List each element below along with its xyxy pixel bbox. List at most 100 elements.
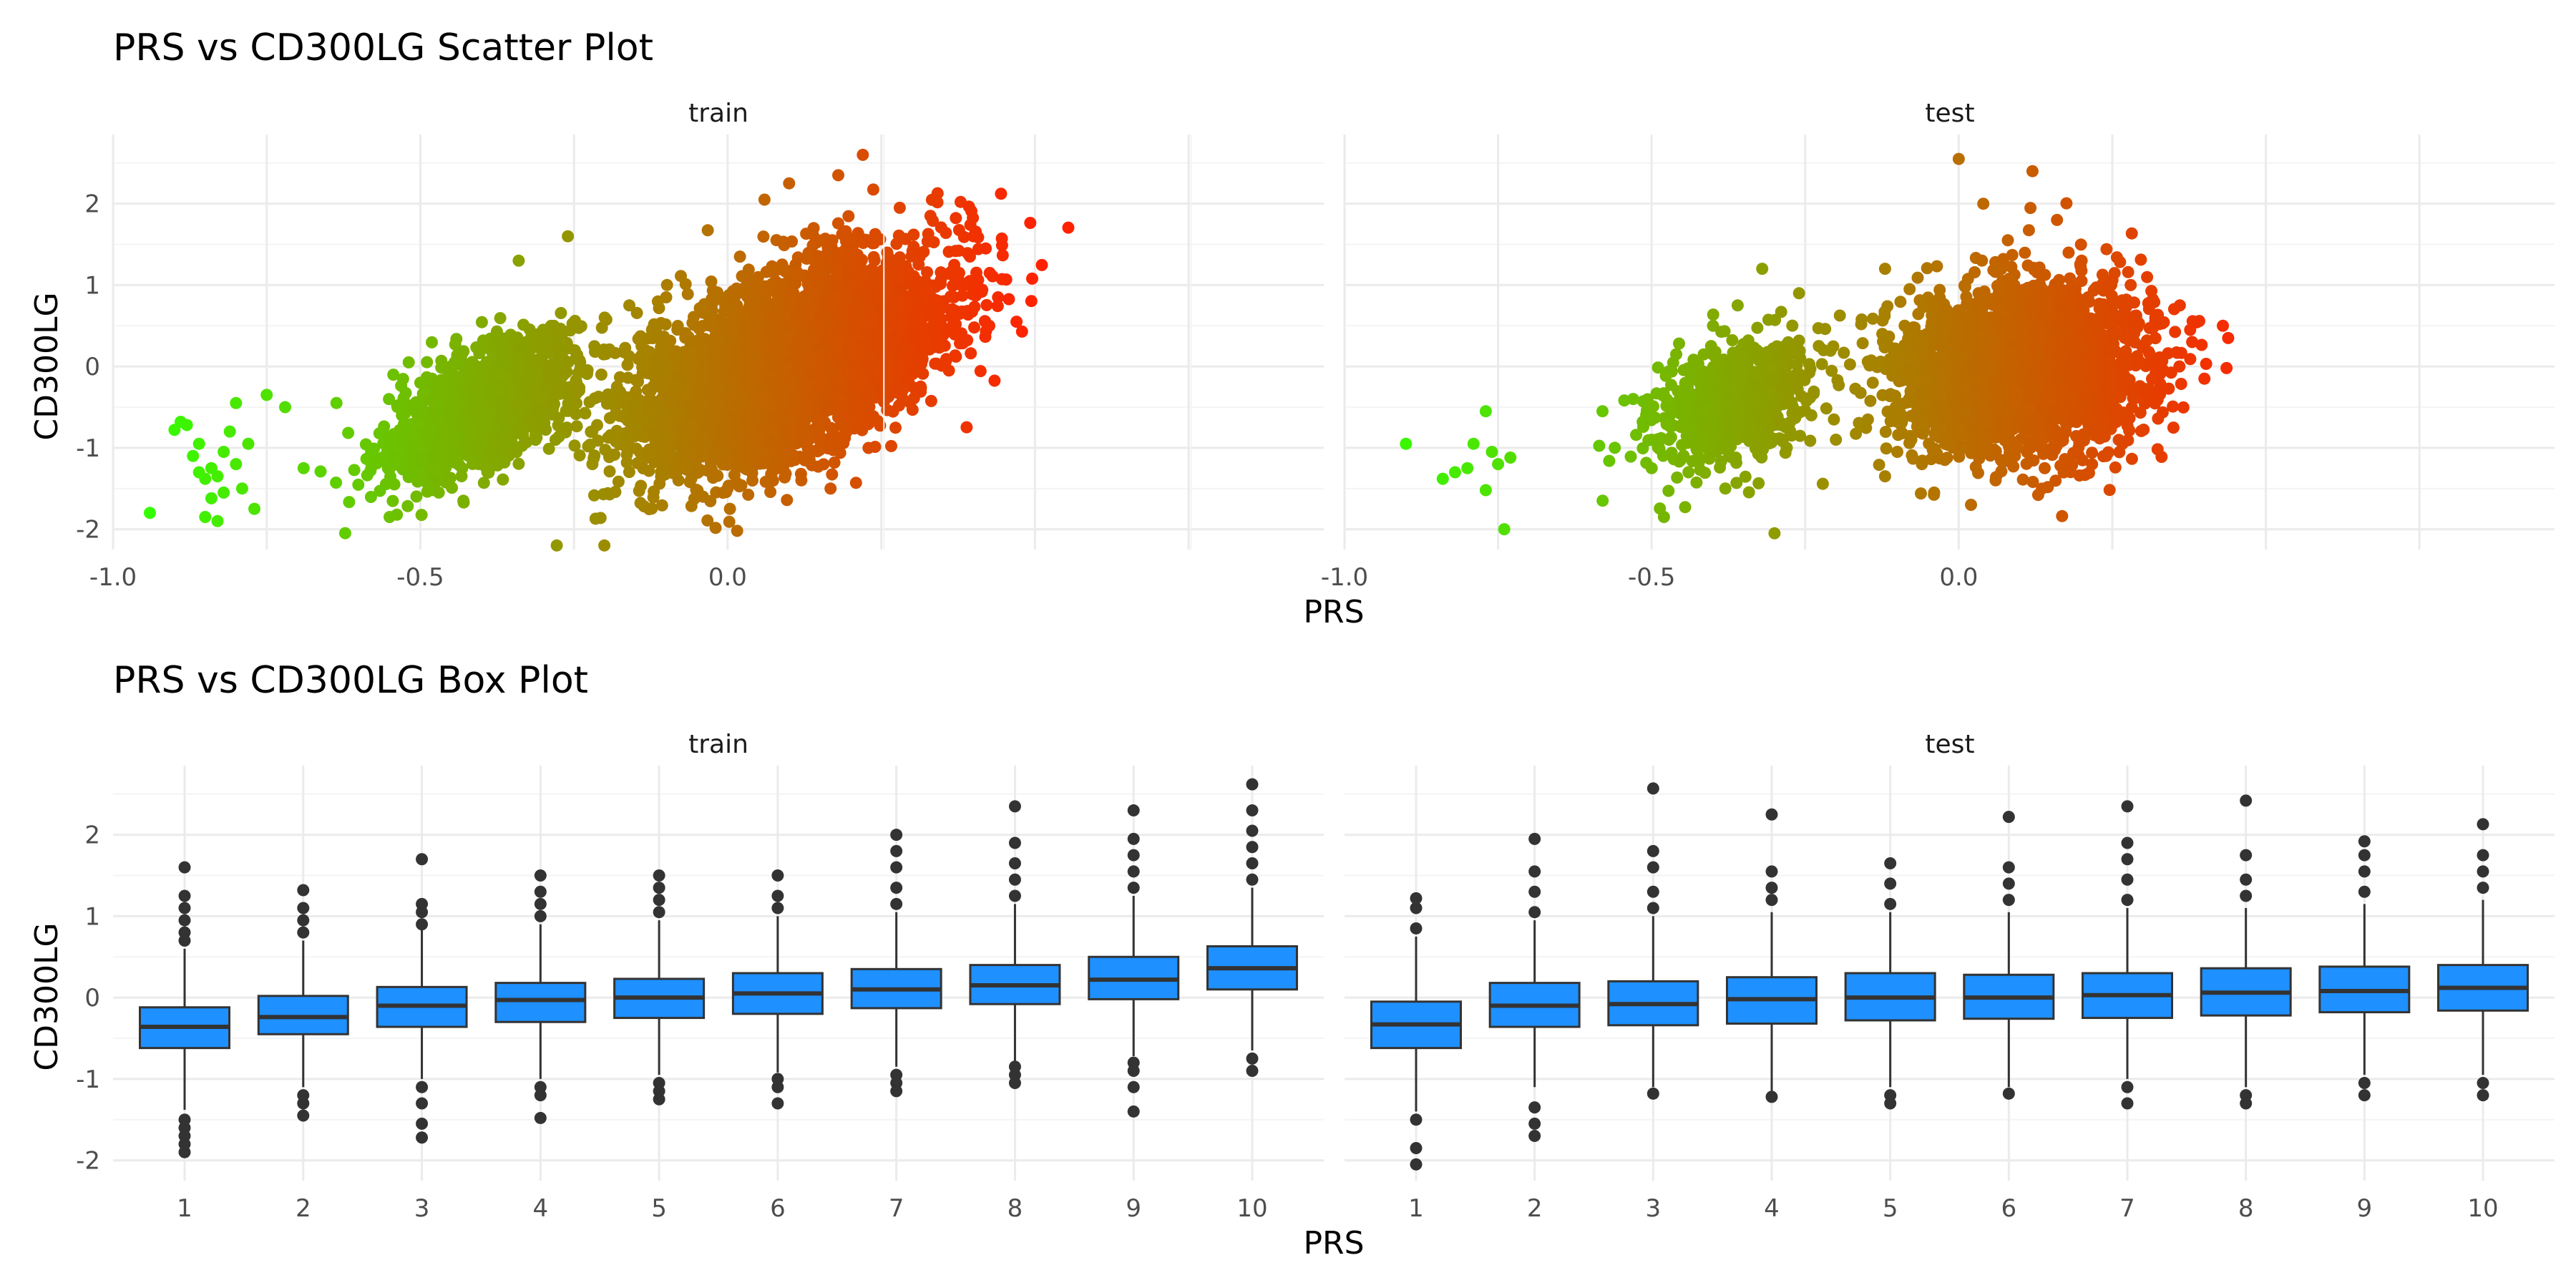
scatter-point: [849, 477, 862, 489]
scatter-point: [910, 275, 923, 288]
x-tick-label: -1.0: [89, 563, 137, 592]
scatter-point: [449, 338, 462, 351]
scatter-strip-train: train: [688, 99, 748, 128]
scatter-point: [383, 393, 396, 406]
scatter-point: [1026, 272, 1038, 285]
scatter-point: [516, 399, 529, 411]
scatter-point: [426, 452, 439, 464]
scatter-point: [388, 478, 401, 491]
scatter-point: [429, 398, 442, 411]
scatter-point: [401, 499, 414, 512]
scatter-point: [497, 473, 509, 486]
scatter-point: [428, 463, 441, 476]
scatter-point: [535, 353, 548, 366]
scatter-point: [348, 464, 361, 477]
scatter-point: [501, 424, 514, 436]
scatter-point: [571, 318, 583, 331]
scatter-point: [338, 527, 351, 540]
scatter-point: [781, 494, 794, 507]
scatter-title: PRS vs CD300LG Scatter Plot: [113, 26, 653, 69]
scatter-point: [921, 266, 934, 278]
scatter-point: [498, 371, 511, 383]
scatter-point: [456, 346, 469, 359]
scatter-point: [889, 421, 902, 434]
scatter-point: [494, 312, 507, 325]
scatter-point: [432, 437, 445, 450]
scatter-point: [974, 365, 987, 378]
scatter-point: [935, 221, 947, 234]
scatter-point: [475, 316, 488, 328]
scatter-point: [731, 525, 743, 537]
scatter-point: [364, 491, 377, 503]
scatter-point: [1035, 258, 1048, 271]
y-tick-label: 0: [84, 353, 100, 381]
scatter-point: [960, 421, 973, 434]
scatter-point: [517, 427, 530, 440]
scatter-point: [603, 465, 616, 478]
scatter-point: [402, 356, 415, 369]
scatter-point: [555, 341, 567, 354]
scatter-point: [407, 400, 420, 412]
scatter-point: [595, 369, 608, 381]
scatter-point: [342, 426, 355, 439]
scatter-point: [477, 360, 490, 372]
scatter-point: [514, 339, 527, 352]
box-strip-test: test: [1925, 730, 1974, 759]
scatter-point: [415, 509, 428, 522]
scatter-point: [410, 490, 423, 503]
scatter-point: [622, 371, 635, 384]
x-tick-label: -0.5: [396, 563, 444, 592]
scatter-point: [924, 394, 937, 407]
scatter-point: [550, 539, 563, 552]
scatter-point: [426, 336, 438, 348]
scatter-point: [462, 430, 475, 443]
y-tick-label: -2: [76, 516, 100, 545]
box-x-axis-label: PRS: [1303, 1225, 1364, 1262]
scatter-point: [510, 446, 523, 459]
scatter-point: [826, 468, 839, 481]
scatter-point: [439, 450, 452, 463]
y-tick-label: 2: [84, 190, 100, 219]
scatter-point: [786, 235, 799, 248]
scatter-point: [396, 373, 409, 386]
scatter-point: [660, 278, 673, 291]
scatter-point: [701, 224, 714, 237]
scatter-point: [962, 200, 975, 213]
scatter-point: [542, 442, 555, 455]
scatter-point: [931, 187, 944, 200]
scatter-point: [570, 397, 582, 410]
scatter-point: [449, 457, 462, 469]
scatter-point: [549, 357, 562, 370]
scatter-y-axis-label: CD300LG: [29, 292, 65, 440]
scatter-point: [477, 477, 490, 489]
scatter-point: [1025, 295, 1038, 308]
scatter-point: [547, 319, 560, 332]
scatter-point: [523, 323, 536, 336]
scatter-point: [603, 451, 615, 464]
box-y-axis-label: CD300LG: [29, 922, 65, 1070]
scatter-point: [922, 228, 935, 240]
scatter-point: [581, 368, 593, 380]
scatter-point: [867, 183, 879, 196]
scatter-point: [330, 477, 343, 489]
scatter-point: [444, 472, 457, 484]
scatter-point: [394, 434, 407, 447]
scatter-points: [144, 148, 1075, 552]
scatter-point: [494, 385, 507, 397]
scatter-point: [435, 374, 448, 386]
scatter-point: [979, 331, 992, 343]
scatter-point: [387, 369, 400, 381]
scatter-point: [433, 415, 446, 428]
scatter-point: [633, 484, 645, 497]
scatter-point: [503, 411, 516, 424]
scatter-point: [374, 484, 386, 497]
scatter-point: [530, 372, 542, 385]
scatter-point: [479, 341, 492, 354]
scatter-point: [472, 379, 485, 392]
scatter-point: [532, 406, 545, 419]
scatter-point: [445, 384, 458, 397]
scatter-point: [343, 496, 356, 509]
